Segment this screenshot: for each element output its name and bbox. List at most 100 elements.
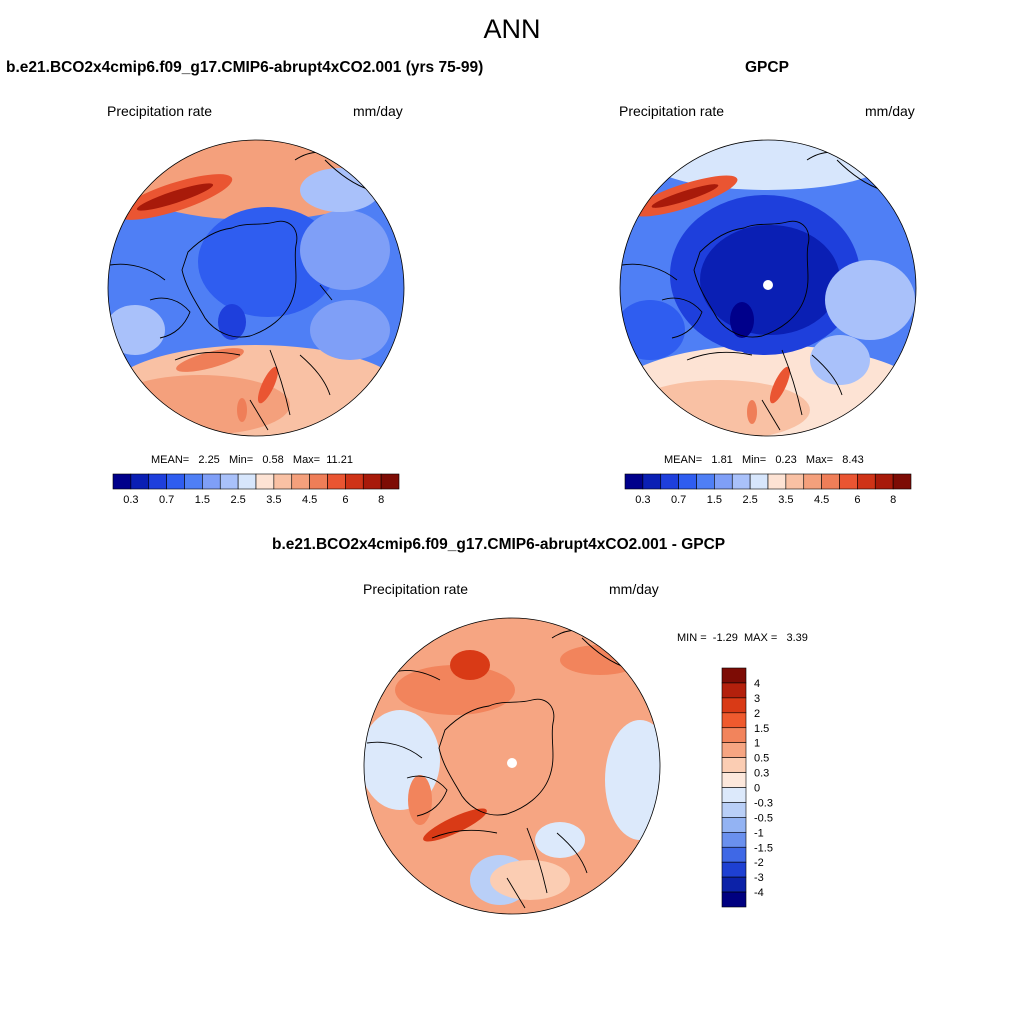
panel3-colorbar-swatch: [721, 787, 747, 803]
panel3-units-label: mm/day: [609, 581, 659, 597]
panel1-colorbar-swatch: [291, 473, 310, 490]
panel1-colorbar-swatch: [237, 473, 257, 490]
panel1-variable-label: Precipitation rate: [107, 103, 213, 119]
panel1-mean-value: 2.25: [198, 454, 220, 466]
panel3-min-label: MIN =: [677, 632, 707, 644]
panel1-colorbar-swatch: [327, 473, 346, 490]
panel2-colorbar-swatch: [696, 473, 715, 490]
panel1-stats: MEAN= 2.25 Min= 0.58 Max= 11.21: [151, 454, 353, 466]
panel1-coastlines: [109, 151, 371, 431]
panel2-mean-label: MEAN=: [664, 454, 703, 466]
panel3-colorbar-tick-label: -3: [754, 872, 764, 884]
panel2-variable-label: Precipitation rate: [619, 103, 725, 119]
panel1-colorbar-tick-label: 4.5: [302, 494, 317, 506]
panel2-colorbar-swatch: [839, 473, 858, 490]
panel3-colorbar-swatch: [721, 757, 747, 773]
panel2-colorbar-tick-label: 8: [890, 494, 896, 506]
panel1-colorbar-swatch: [309, 473, 328, 490]
panel3-colorbar-tick-label: 0: [754, 783, 760, 795]
panel2-max-value: 8.43: [842, 454, 864, 466]
panel2-title: GPCP: [745, 59, 789, 76]
panel3-stats: MIN = -1.29 MAX = 3.39: [677, 632, 808, 644]
panel3-colorbar-swatch: [721, 802, 747, 818]
panel3-colorbar-tick-label: 4: [754, 678, 760, 690]
panel1-colorbar-swatch: [345, 473, 364, 490]
panel2-colorbar-swatch: [892, 473, 912, 490]
panel3-colorbar-swatch: [721, 727, 747, 743]
panel1-colorbar-tick-label: 6: [342, 494, 348, 506]
panel3-colorbar-swatch: [721, 832, 747, 848]
panel3-pole-missing-data: [507, 758, 517, 768]
panel3-colorbar-swatch: [721, 846, 747, 863]
panel3-colorbar-tick-label: -4: [754, 887, 764, 899]
panel1-colorbar-tick-label: 0.3: [123, 494, 138, 506]
panel1-map-border: [107, 139, 405, 437]
panel2-colorbar-swatch: [660, 473, 679, 490]
panel1-colorbar-swatch: [112, 473, 132, 490]
panel2-map-border: [619, 139, 917, 437]
panel3-colorbar-swatch: [721, 697, 747, 714]
panel3-colorbar-swatch: [721, 891, 747, 908]
panel1-mean-label: MEAN=: [151, 454, 190, 466]
panel2-units-label: mm/day: [865, 103, 915, 119]
panel2-colorbar-swatch: [678, 473, 697, 490]
panel2-colorbar-tick-label: 6: [854, 494, 860, 506]
panel2-colorbar-tick-label: 4.5: [814, 494, 829, 506]
panel3-colorbar-swatch: [721, 667, 747, 684]
panel2-pole-missing-data: [763, 280, 773, 290]
panel1-units-label: mm/day: [353, 103, 403, 119]
panel2-colorbar-swatch: [803, 473, 822, 490]
panel2-mean-value: 1.81: [711, 454, 733, 466]
panel2-colorbar-swatch: [821, 473, 840, 490]
panel3-colorbar-swatch: [721, 742, 747, 758]
panel3-colorbar-tick-label: -0.3: [754, 797, 773, 809]
panel3-map: [363, 617, 661, 915]
panel2-colorbar-tick-label: 1.5: [707, 494, 722, 506]
panel2-colorbar-swatch: [785, 473, 805, 490]
panel3-colorbar-tick-label: 0.3: [754, 768, 769, 780]
panel2-colorbar-swatch: [714, 473, 733, 490]
panel2-colorbar-tick-label: 2.5: [742, 494, 757, 506]
panel3-colorbar-tick-label: 1.5: [754, 723, 769, 735]
panel2-colorbar-swatch: [767, 473, 787, 490]
panel1-colorbar-swatch: [380, 473, 400, 490]
panel2-colorbar-swatch: [857, 473, 876, 490]
panel2-colorbar-tick-label: 0.7: [671, 494, 686, 506]
panel1-colorbar-swatch: [219, 473, 239, 490]
panel1-colorbar-tick-label: 8: [378, 494, 384, 506]
panel3-field: [364, 618, 660, 914]
panel3-colorbar-tick-label: 2: [754, 708, 760, 720]
panel3-colorbar-swatch: [721, 712, 747, 729]
panel1-colorbar-tick-label: 1.5: [195, 494, 210, 506]
panel1-max-label: Max=: [292, 454, 321, 466]
panel1-map: [107, 139, 405, 437]
panel3-colorbar-tick-label: -1.5: [754, 842, 773, 854]
panel3-title: b.e21.BCO2x4cmip6.f09_g17.CMIP6-abrupt4x…: [272, 536, 726, 553]
panel3-max-label: MAX =: [743, 632, 778, 644]
panel1-colorbar-swatch: [362, 473, 382, 490]
panel1-colorbar-tick-label: 3.5: [266, 494, 281, 506]
panel2-colorbar-swatch: [624, 473, 644, 490]
panel1-colorbar-swatch: [202, 473, 221, 490]
panel1-colorbar: 0.3 0.7 1.5 2.5 3.5 4.5 6 8: [112, 473, 400, 506]
panel1-title: b.e21.BCO2x4cmip6.f09_g17.CMIP6-abrupt4x…: [6, 59, 484, 76]
panel2-min-value: 0.23: [775, 454, 797, 466]
panel1-min-value: 0.58: [262, 454, 284, 466]
panel2-colorbar: 0.3 0.7 1.5 2.5 3.5 4.5 6 8: [624, 473, 912, 506]
panel2-colorbar-swatch: [874, 473, 894, 490]
panel1-field: [108, 140, 404, 436]
panel1-min-label: Min=: [228, 454, 254, 466]
panel3-min-value: -1.29: [712, 632, 738, 644]
panel1-colorbar-swatch: [184, 473, 203, 490]
panel1-colorbar-swatch: [148, 473, 167, 490]
panel2-min-label: Min=: [741, 454, 767, 466]
panel1-colorbar-tick-label: 2.5: [230, 494, 245, 506]
panel2-colorbar-tick-label: 3.5: [778, 494, 793, 506]
panel2-colorbar-swatch: [642, 473, 662, 490]
panel1-max-value: 11.21: [326, 454, 353, 466]
panel3-colorbar-swatch: [721, 682, 747, 699]
figure-title: ANN: [483, 14, 541, 44]
panel2-colorbar-tick-label: 0.3: [635, 494, 650, 506]
panel3-colorbar-swatch: [721, 861, 747, 878]
